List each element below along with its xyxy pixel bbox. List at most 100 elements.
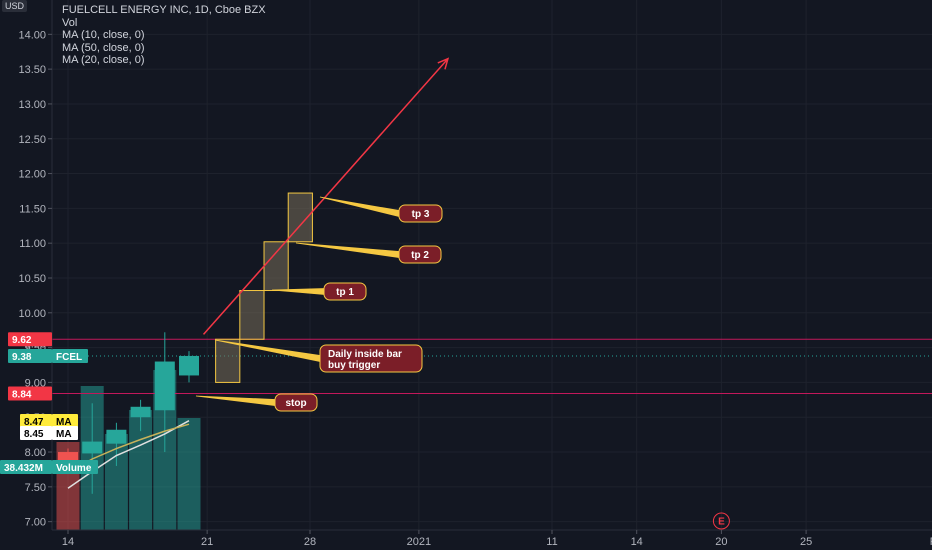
earnings-circle[interactable] [712, 512, 730, 530]
price-tick-label: 13.00 [18, 99, 46, 111]
indicator-ma-20[interactable]: MA (20, close, 0) [62, 54, 145, 66]
price-tag-bg [8, 332, 52, 347]
price-tag-bg [8, 386, 52, 401]
time-tick-label: 14 [62, 536, 74, 548]
callout-pointer [319, 196, 400, 218]
callout-tp2[interactable]: tp 2 [295, 242, 442, 264]
currency-badge[interactable]: USD [2, 0, 28, 12]
price-tag-name: MA [56, 429, 72, 440]
callout-tp1[interactable]: tp 1 [271, 282, 367, 301]
price-tag-label: 38.432M [4, 463, 43, 474]
price-tag-label: 8.47 [24, 417, 44, 428]
grid [52, 0, 932, 530]
price-axis: 7.007.508.008.509.009.5010.0010.5011.001… [18, 0, 53, 530]
trend-arrow-head [437, 57, 450, 70]
earnings-marker: E [712, 512, 730, 530]
price-tick-label: 12.00 [18, 169, 46, 181]
price-tick-label: 12.50 [18, 134, 46, 146]
time-tick-label: 21 [201, 536, 213, 548]
price-tick-label: 10.50 [18, 273, 46, 285]
price-tag-bg [20, 414, 52, 428]
target-box[interactable] [215, 338, 241, 383]
target-box[interactable] [239, 290, 265, 340]
time-tick-label: 28 [304, 536, 316, 548]
price-tick-label: 7.00 [25, 517, 46, 529]
trend-arrow-line[interactable] [202, 58, 449, 335]
price-tag-label: 9.62 [12, 335, 32, 346]
price-tag-lower[interactable]: 8.84 [8, 386, 52, 401]
callout-text: tp 3 [412, 209, 430, 220]
price-tick-label: 14.00 [18, 29, 46, 41]
callout-text: tp 1 [336, 287, 354, 298]
price-tag-bg [20, 426, 52, 440]
callout-text: stop [285, 398, 306, 409]
chart-title[interactable]: FUELCELL ENERGY INC, 1D, Cboe BZX [62, 4, 266, 16]
price-tag-volume[interactable]: 38.432M Volume [0, 460, 98, 474]
price-tick-label: 9.00 [25, 377, 46, 389]
candle-body[interactable] [82, 441, 103, 454]
candles [58, 332, 199, 494]
price-tag-bg [0, 460, 52, 474]
price-tag-name-bg [52, 348, 88, 363]
callout-text: Daily inside bar [328, 349, 402, 360]
callout-bubble[interactable] [398, 245, 442, 264]
indicator-vol[interactable]: Vol [62, 16, 78, 29]
volume-bar[interactable] [104, 434, 128, 530]
candle-body[interactable] [154, 361, 175, 411]
price-tag-name: MA [56, 417, 72, 428]
target-box[interactable] [263, 241, 289, 292]
horizontal-lines [52, 338, 932, 395]
time-tick-label: 2021 [407, 536, 431, 548]
callout-pointer [295, 242, 400, 258]
target-boxes [215, 192, 313, 383]
trend-arrow [202, 57, 450, 335]
callout-bubble[interactable] [323, 282, 367, 301]
price-tag-label: 8.84 [12, 390, 32, 401]
indicator-ma-10[interactable]: MA (10, close, 0) [62, 29, 145, 41]
price-tag-bg [8, 348, 52, 363]
time-tick-label: 14 [631, 536, 643, 548]
price-tick-label: 8.00 [25, 447, 46, 459]
candle-body[interactable] [179, 355, 199, 376]
callout-bubble[interactable] [274, 393, 318, 412]
price-tag-name-bg [52, 414, 78, 428]
price-tag-ma2[interactable]: 8.45 MA [20, 426, 78, 440]
earnings-label: E [718, 517, 725, 528]
price-tag-name: Volume [56, 463, 92, 474]
price-tag-name: FCEL [56, 352, 82, 363]
candle-body[interactable] [58, 452, 78, 462]
callout-tp3[interactable]: tp 3 [319, 196, 443, 223]
callout-bubble[interactable] [319, 344, 423, 373]
callout-stop[interactable]: stop [195, 393, 318, 412]
price-tag-name-bg [52, 426, 78, 440]
volume-bar[interactable] [129, 410, 153, 530]
price-tag-upper[interactable]: 9.62 [8, 332, 52, 347]
price-tags: 9.609.629.38FCEL8.848.47MA8.45MA38.432MV… [0, 332, 98, 474]
volume-bar[interactable] [177, 418, 201, 530]
callout-pointer [271, 288, 325, 295]
candle-body[interactable] [130, 406, 151, 418]
price-tick-label: 11.00 [19, 238, 46, 250]
price-tick-label: 13.50 [18, 64, 46, 76]
time-tick-label: Feb [930, 536, 932, 548]
price-tick-label: 11.50 [19, 203, 46, 215]
callout-text: tp 2 [411, 250, 429, 261]
indicator-ma-50[interactable]: MA (50, close, 0) [62, 41, 145, 54]
time-tick-label: 20 [715, 536, 727, 548]
price-tag-last[interactable]: 9.38 FCEL [8, 348, 88, 363]
callout-bubble[interactable] [398, 204, 443, 223]
time-axis: 14 21 28 2021 11 14 20 25 Feb [52, 529, 932, 548]
candle-body[interactable] [106, 429, 127, 444]
price-tag-label: 8.45 [24, 429, 44, 440]
price-tag-name-bg [52, 460, 98, 474]
time-tick-label: 11 [546, 536, 557, 548]
price-tick-label: 10.00 [18, 308, 46, 320]
callout-text: buy trigger [328, 360, 380, 371]
ma-line[interactable] [67, 420, 190, 489]
price-tag-ma1[interactable]: 8.47 MA [20, 414, 78, 428]
price-tick-label: 7.50 [25, 482, 46, 494]
